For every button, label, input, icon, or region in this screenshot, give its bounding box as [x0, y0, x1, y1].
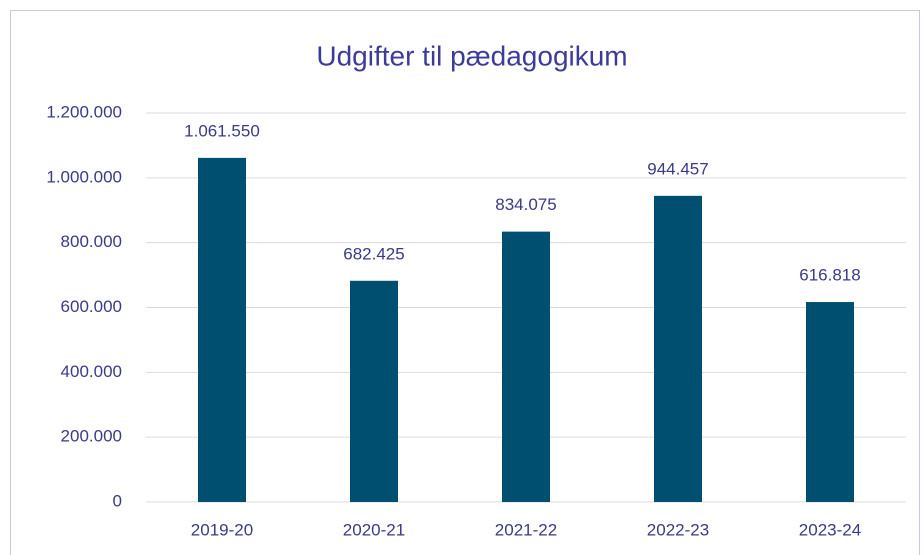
bar [502, 231, 550, 503]
x-tick-label: 2021-22 [495, 520, 557, 539]
value-label: 682.425 [343, 244, 404, 263]
x-tick-label: 2019-20 [191, 520, 253, 539]
x-tick-label: 2022-23 [647, 520, 709, 539]
bar [198, 157, 246, 503]
y-tick-label: 400.000 [61, 362, 122, 381]
chart-title: Udgifter til pædagogikum [316, 40, 627, 71]
y-tick-label: 1.000.000 [46, 167, 122, 186]
bar [350, 280, 398, 502]
bar [654, 195, 702, 503]
y-tick-label: 800.000 [61, 232, 122, 251]
value-label: 1.061.550 [184, 121, 260, 140]
y-tick-label: 1.200.000 [46, 102, 122, 121]
value-label: 616.818 [799, 266, 860, 285]
value-label: 834.075 [495, 195, 556, 214]
y-tick-label: 200.000 [61, 427, 122, 446]
x-tick-label: 2023-24 [799, 520, 861, 539]
bar [806, 302, 854, 502]
value-label: 944.457 [647, 159, 708, 178]
x-tick-label: 2020-21 [343, 520, 405, 539]
y-tick-label: 0 [113, 491, 122, 510]
y-tick-label: 600.000 [61, 297, 122, 316]
chart-border [10, 10, 920, 555]
